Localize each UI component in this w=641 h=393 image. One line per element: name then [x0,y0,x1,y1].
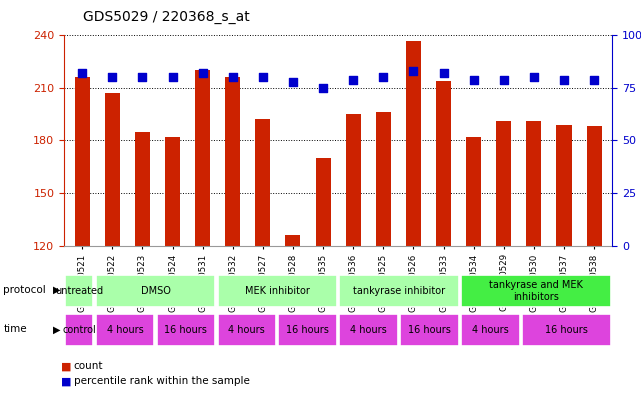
Bar [135,132,150,246]
Point [348,76,358,83]
Bar [217,275,337,307]
Text: DMSO: DMSO [140,286,171,296]
Point [197,70,208,76]
Text: 16 hours: 16 hours [408,325,451,335]
Bar [496,121,512,246]
Bar [400,314,459,346]
Bar [436,81,451,246]
Point [589,76,599,83]
Bar [195,70,210,246]
Point [167,74,178,81]
Bar [278,314,337,346]
Text: untreated: untreated [55,286,103,296]
Point [137,74,147,81]
Text: protocol: protocol [3,285,46,295]
Text: 16 hours: 16 hours [165,325,207,335]
Text: GDS5029 / 220368_s_at: GDS5029 / 220368_s_at [83,10,250,24]
Text: tankyrase inhibitor: tankyrase inhibitor [353,286,445,296]
Point [469,76,479,83]
Bar [225,77,240,246]
Text: ▶: ▶ [53,285,61,295]
Bar [376,112,391,246]
Text: 16 hours: 16 hours [545,325,588,335]
Bar [466,137,481,246]
Point [378,74,388,81]
Bar [526,121,542,246]
Bar [65,275,94,307]
Bar [461,314,520,346]
Text: time: time [3,324,27,334]
Bar [556,125,572,246]
Text: 4 hours: 4 hours [228,325,265,335]
Text: count: count [74,361,103,371]
Bar [96,275,215,307]
Bar [522,314,611,346]
Text: ■: ■ [61,361,71,371]
Bar [165,137,180,246]
Point [499,76,509,83]
Text: control: control [62,325,96,335]
Text: 4 hours: 4 hours [350,325,387,335]
Bar [406,40,421,246]
Bar [345,114,361,246]
Point [408,68,419,74]
Point [559,76,569,83]
Bar [217,314,276,346]
Text: 4 hours: 4 hours [472,325,509,335]
Text: ■: ■ [61,376,71,386]
Point [318,85,328,91]
Bar [339,275,459,307]
Point [77,70,87,76]
Text: 16 hours: 16 hours [287,325,329,335]
Bar [74,77,90,246]
Text: tankyrase and MEK
inhibitors: tankyrase and MEK inhibitors [489,280,583,301]
Bar [285,235,301,246]
Point [288,79,298,85]
Bar [255,119,271,246]
Text: MEK inhibitor: MEK inhibitor [245,286,310,296]
Point [438,70,449,76]
Bar [587,127,602,246]
Bar [339,314,398,346]
Point [107,74,117,81]
Text: 4 hours: 4 hours [106,325,144,335]
Text: percentile rank within the sample: percentile rank within the sample [74,376,249,386]
Point [529,74,539,81]
Point [228,74,238,81]
Bar [104,93,120,246]
Bar [315,158,331,246]
Point [258,74,268,81]
Bar [96,314,154,346]
Bar [461,275,611,307]
Bar [156,314,215,346]
Text: ▶: ▶ [53,324,61,334]
Bar [65,314,94,346]
